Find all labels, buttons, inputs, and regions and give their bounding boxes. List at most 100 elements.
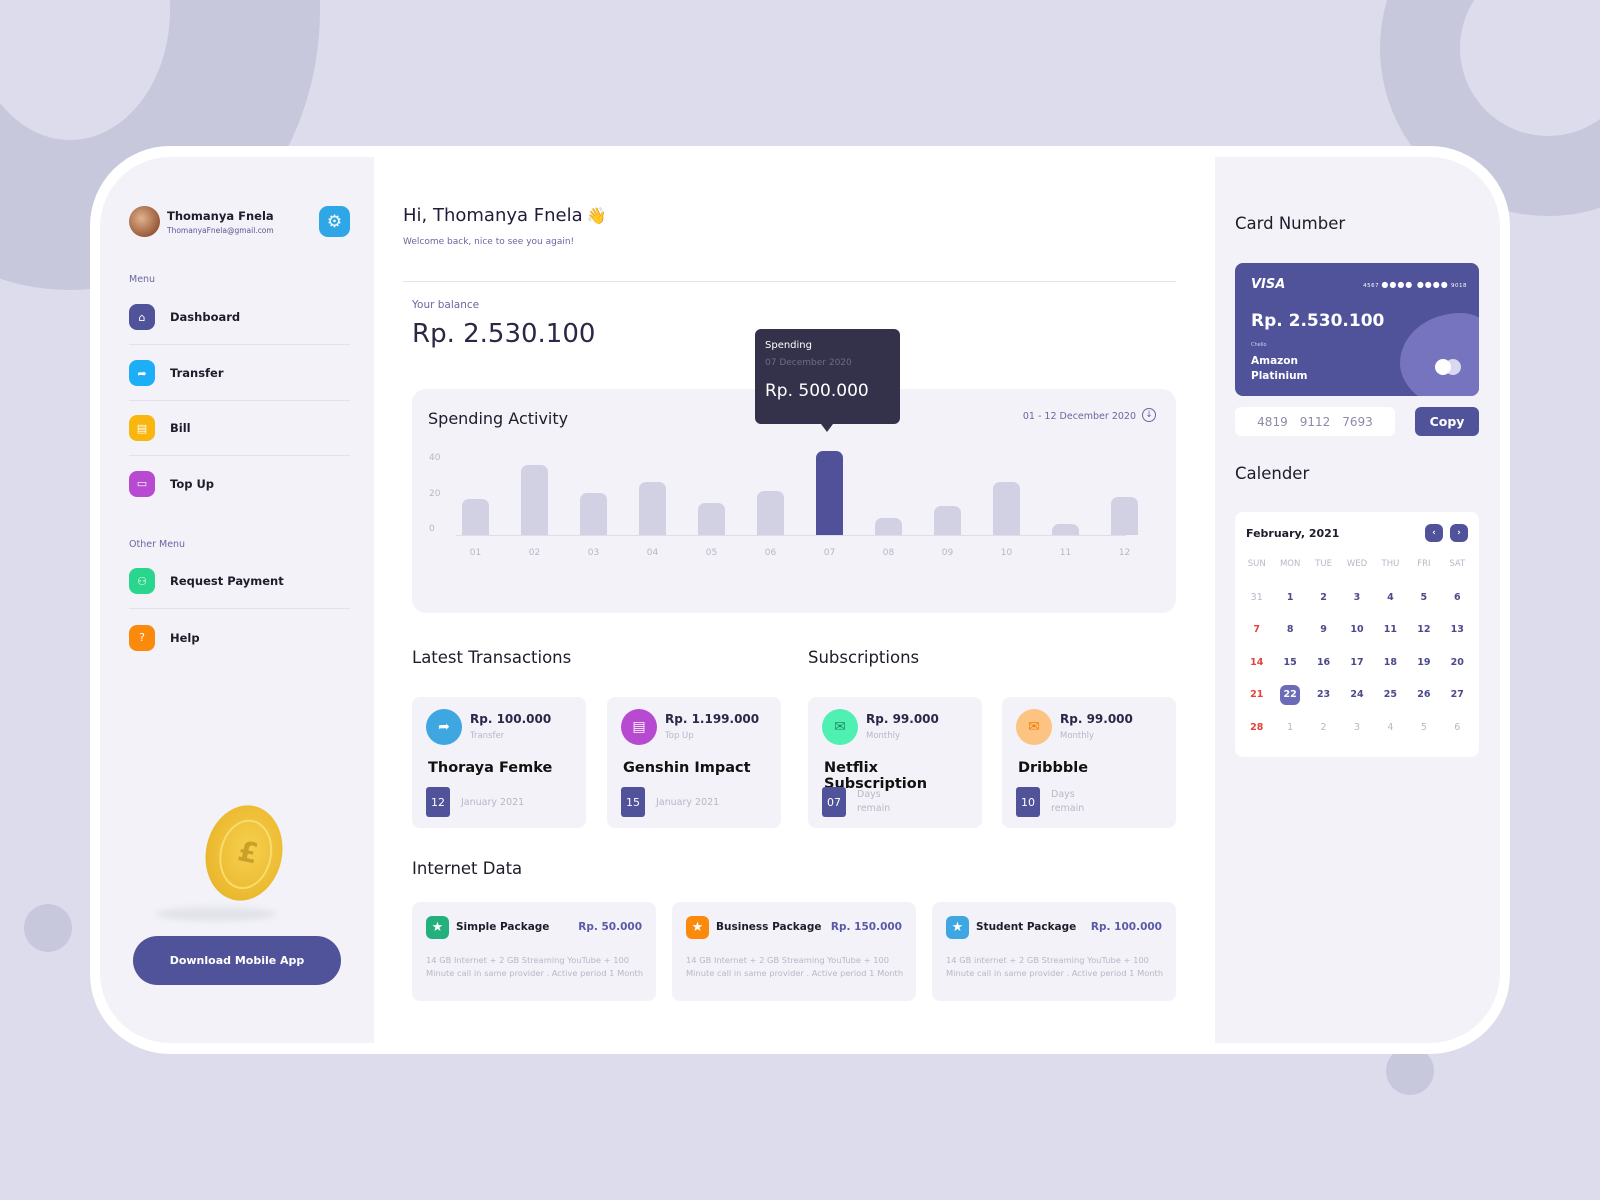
mail-icon: ✉ xyxy=(1016,709,1052,745)
day-number: 31 xyxy=(1250,591,1263,603)
copy-button[interactable]: Copy xyxy=(1415,407,1479,436)
calendar-day[interactable]: 24 xyxy=(1340,689,1373,722)
calendar-day[interactable]: 8 xyxy=(1273,624,1306,657)
question-icon: ? xyxy=(129,624,155,651)
calendar-day[interactable]: 10 xyxy=(1340,624,1373,657)
next-month-button[interactable]: › xyxy=(1450,524,1468,542)
other-menu-section-label: Other Menu xyxy=(129,539,186,550)
transaction-month: January 2021 xyxy=(461,797,525,808)
day-number: 9 xyxy=(1320,624,1327,636)
calendar-day[interactable]: 7 xyxy=(1240,624,1273,657)
day-number: 19 xyxy=(1417,656,1431,668)
calendar-day[interactable]: 5 xyxy=(1407,591,1440,624)
calendar-day[interactable]: 31 xyxy=(1240,591,1273,624)
calendar-day[interactable]: 17 xyxy=(1340,656,1373,689)
card-icon: ▤ xyxy=(621,709,657,745)
calendar-day[interactable]: 9 xyxy=(1307,624,1340,657)
calendar-day[interactable]: 2 xyxy=(1307,721,1340,754)
chart-bar[interactable] xyxy=(993,482,1020,535)
sidebar-item-dashboard[interactable]: ⌂ Dashboard xyxy=(129,290,350,345)
transaction-card[interactable]: ▤ Rp. 1.199.000 Top Up Genshin Impact 15… xyxy=(607,697,781,828)
masked-card-number: 4567 ●●●● ●●●● 9018 xyxy=(1363,280,1467,289)
calendar-day[interactable]: 6 xyxy=(1441,721,1474,754)
calendar-title: Calender xyxy=(1235,464,1310,483)
calendar-day[interactable]: 5 xyxy=(1407,721,1440,754)
chart-bar[interactable] xyxy=(875,518,902,535)
calendar-day[interactable]: 18 xyxy=(1374,656,1407,689)
users-icon: ⚇ xyxy=(129,568,155,594)
credit-card[interactable]: VISA 4567 ●●●● ●●●● 9018 Rp. 2.530.100 C… xyxy=(1235,263,1479,396)
chart-bar[interactable] xyxy=(639,482,666,535)
calendar-day[interactable]: 3 xyxy=(1340,721,1373,754)
sidebar: Thomanya Fnela ThomanyaFnela@gmail.com ⚙… xyxy=(100,157,374,1043)
chart-bar[interactable] xyxy=(1052,524,1079,535)
day-number: 1 xyxy=(1287,721,1294,733)
greeting-text: Hi, Thomanya Fnela xyxy=(403,205,583,226)
sidebar-item-request-payment[interactable]: ⚇ Request Payment xyxy=(129,554,350,609)
calendar-day[interactable]: 19 xyxy=(1407,656,1440,689)
subscription-card[interactable]: ✉ Rp. 99.000 Monthly Netflix Subscriptio… xyxy=(808,697,982,828)
calendar-day[interactable]: 1 xyxy=(1273,721,1306,754)
card-icon: ▭ xyxy=(129,470,155,497)
y-tick: 20 xyxy=(429,489,441,499)
calendar-day[interactable]: 15 xyxy=(1273,656,1306,689)
share-arrow-icon: ➦ xyxy=(129,360,155,386)
chart-bar[interactable] xyxy=(462,499,489,535)
chart-bar[interactable] xyxy=(757,491,784,535)
arrow-down-circle-icon[interactable]: ↓ xyxy=(1142,408,1156,422)
subscription-card[interactable]: ✉ Rp. 99.000 Monthly Dribbble 10 Days rem… xyxy=(1002,697,1176,828)
day-number: 12 xyxy=(1417,624,1431,636)
days-label: Days xyxy=(857,789,881,800)
chart-bar[interactable] xyxy=(521,465,548,535)
subscription-name: Dribbble xyxy=(1018,760,1089,776)
chart-bar[interactable] xyxy=(580,493,607,535)
calendar-day[interactable]: 16 xyxy=(1307,656,1340,689)
package-card[interactable]: ★ Business Package Rp. 150.000 14 GB Int… xyxy=(672,902,916,1001)
calendar-day[interactable]: 20 xyxy=(1441,656,1474,689)
mastercard-circle-icon xyxy=(1435,359,1451,375)
calendar-day[interactable]: 11 xyxy=(1374,624,1407,657)
calendar-day[interactable]: 28 xyxy=(1240,721,1273,754)
menu-section-label: Menu xyxy=(129,274,156,285)
calendar-day[interactable]: 12 xyxy=(1407,624,1440,657)
chart-bar[interactable] xyxy=(1111,497,1138,535)
chart-bar[interactable] xyxy=(698,503,725,535)
settings-button[interactable]: ⚙ xyxy=(319,206,350,237)
transaction-day-badge: 15 xyxy=(621,787,645,817)
day-number: 11 xyxy=(1383,624,1398,636)
calendar-day[interactable]: 26 xyxy=(1407,689,1440,722)
calendar-day[interactable]: 6 xyxy=(1441,591,1474,624)
card-number-field[interactable]: 4819 9112 7693 xyxy=(1235,407,1395,436)
sidebar-item-bill[interactable]: ▤ Bill xyxy=(129,401,350,456)
calendar-day[interactable]: 27 xyxy=(1441,689,1474,722)
calendar-day-selected[interactable]: 22 xyxy=(1273,684,1306,722)
user-profile[interactable]: Thomanya Fnela ThomanyaFnela@gmail.com xyxy=(129,206,274,237)
date-range-selector[interactable]: 01 - 12 December 2020 xyxy=(1022,411,1136,422)
package-card[interactable]: ★ Student Package Rp. 100.000 14 GB inte… xyxy=(932,902,1176,1001)
chart-bar[interactable] xyxy=(816,451,843,535)
package-card[interactable]: ★ Simple Package Rp. 50.000 14 GB Intern… xyxy=(412,902,656,1001)
card-balance: Rp. 2.530.100 xyxy=(1251,311,1385,331)
calendar-day[interactable]: 4 xyxy=(1374,721,1407,754)
day-number: 5 xyxy=(1420,591,1428,603)
download-mobile-app-button[interactable]: Download Mobile App xyxy=(133,936,341,985)
prev-month-button[interactable]: ‹ xyxy=(1425,524,1443,542)
transaction-month: January 2021 xyxy=(656,797,720,808)
day-number: 4 xyxy=(1387,591,1394,603)
sidebar-item-help[interactable]: ? Help xyxy=(129,610,350,665)
app-screen: Thomanya Fnela ThomanyaFnela@gmail.com ⚙… xyxy=(100,157,1500,1043)
calendar-day[interactable]: 21 xyxy=(1240,689,1273,722)
sidebar-item-top-up[interactable]: ▭ Top Up xyxy=(129,456,350,511)
calendar-day[interactable]: 1 xyxy=(1273,591,1306,624)
calendar-day[interactable]: 13 xyxy=(1441,624,1474,657)
calendar-day[interactable]: 14 xyxy=(1240,656,1273,689)
chart-bar[interactable] xyxy=(934,506,961,535)
calendar-day[interactable]: 4 xyxy=(1374,591,1407,624)
calendar-day[interactable]: 2 xyxy=(1307,591,1340,624)
transaction-card[interactable]: ➦ Rp. 100.000 Transfer Thoraya Femke 12 … xyxy=(412,697,586,828)
calendar-day[interactable]: 3 xyxy=(1340,591,1373,624)
remain-label: remain xyxy=(1051,803,1085,814)
calendar-day[interactable]: 25 xyxy=(1374,689,1407,722)
calendar-day[interactable]: 23 xyxy=(1307,689,1340,722)
sidebar-item-transfer[interactable]: ➦ Transfer xyxy=(129,346,350,401)
